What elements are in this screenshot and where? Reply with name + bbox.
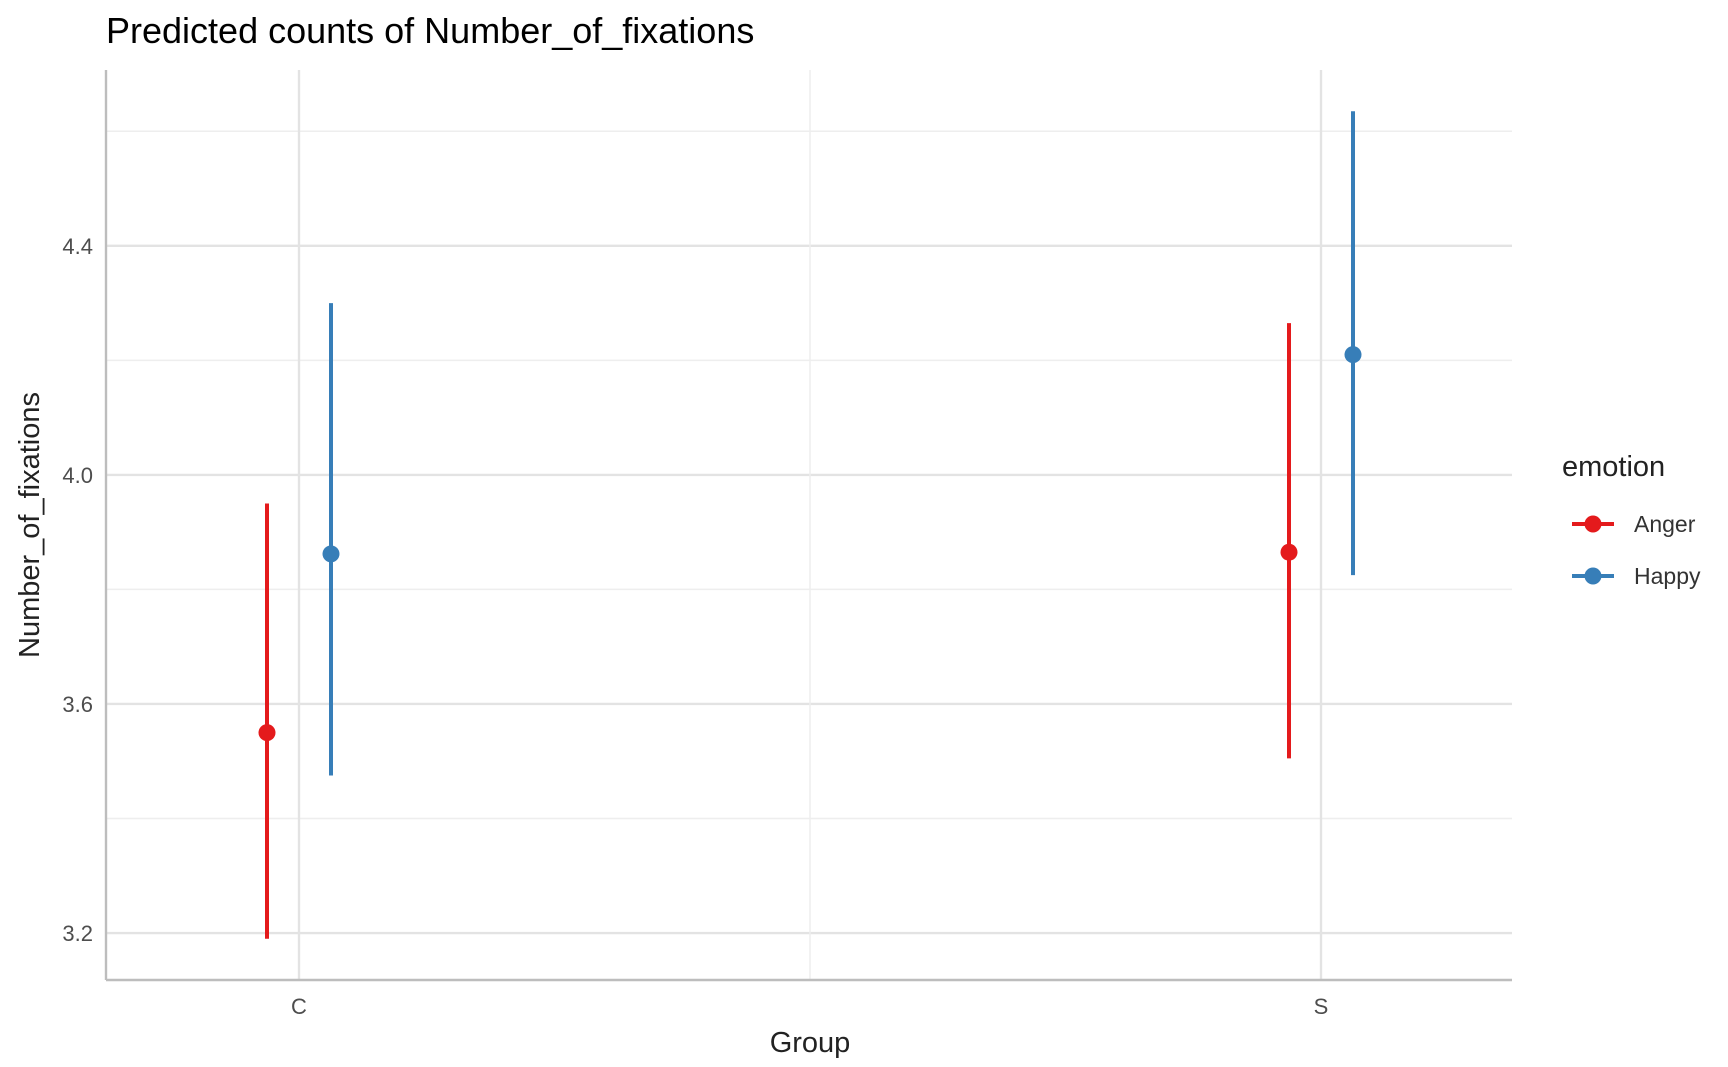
y-tick-labels: 3.2 3.6 4.0 4.4 (62, 234, 93, 946)
legend: emotion Anger Happy (1562, 451, 1701, 589)
y-axis-title: Number_of_fixations (14, 392, 46, 658)
point-estimate (1344, 346, 1362, 364)
axes (104, 70, 1512, 982)
legend-key-point (1584, 567, 1602, 585)
legend-label: Happy (1634, 563, 1701, 589)
legend-label: Anger (1634, 511, 1696, 537)
legend-title: emotion (1562, 451, 1665, 483)
x-axis-title: Group (770, 1027, 851, 1059)
point-estimate (322, 545, 340, 563)
chart-title: Predicted counts of Number_of_fixations (106, 10, 754, 51)
y-tick-label: 4.4 (62, 234, 93, 259)
y-tick-label: 3.2 (62, 921, 93, 946)
x-tick-label: C (291, 994, 307, 1019)
legend-key-point (1584, 515, 1602, 533)
data-marks (258, 111, 1362, 939)
x-tick-label: S (1314, 994, 1329, 1019)
point-estimate (258, 724, 276, 742)
gridlines (106, 70, 1512, 980)
y-tick-label: 4.0 (62, 463, 93, 488)
y-tick-label: 3.6 (62, 692, 93, 717)
point-estimate (1280, 543, 1298, 561)
